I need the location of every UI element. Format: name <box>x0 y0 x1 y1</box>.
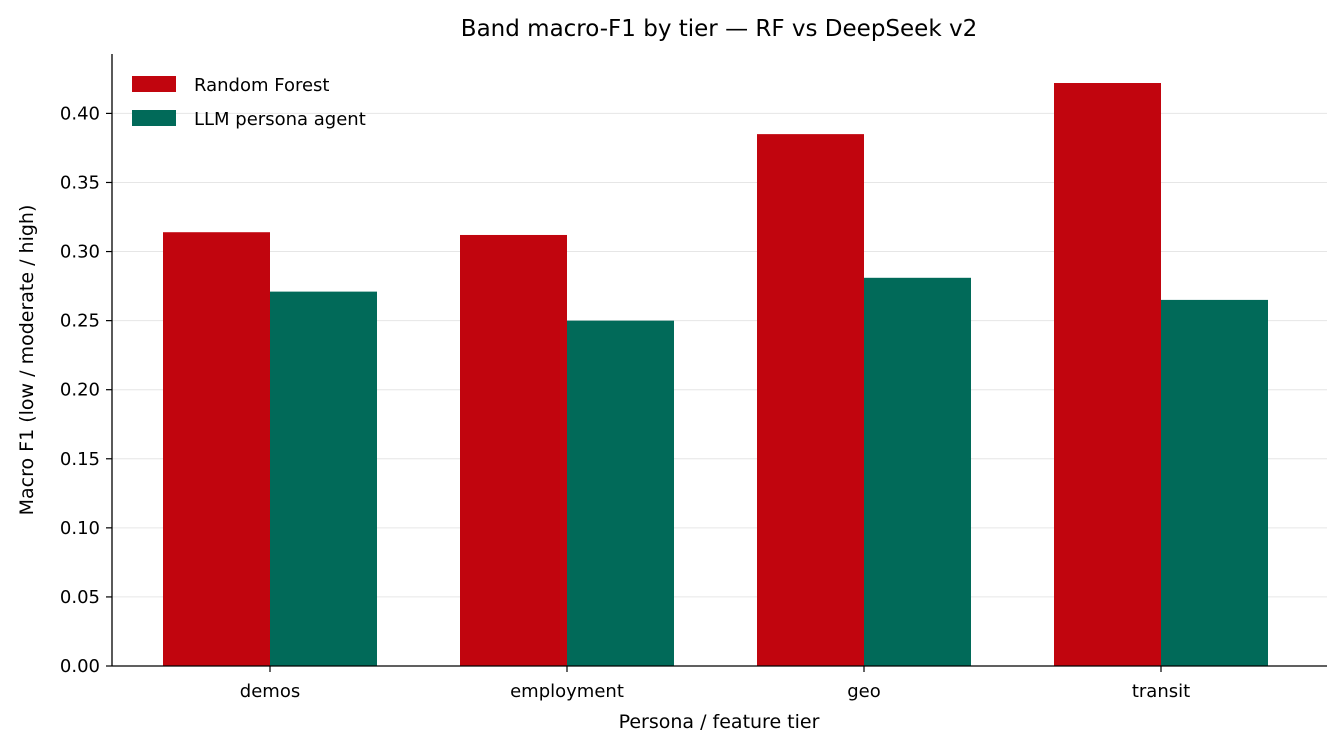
bar-llm-persona-agent-employment <box>567 320 674 666</box>
bar-llm-persona-agent-geo <box>864 277 971 666</box>
y-ticks: 0.00 0.05 0.10 0.15 0.20 0.25 0.30 0.35 0.40 <box>60 103 112 677</box>
y-tick-label: 0.25 <box>60 311 100 332</box>
y-axis-label: Macro F1 (low / moderate / high) <box>16 205 38 516</box>
legend-label: LLM persona agent <box>194 109 366 130</box>
bar-random-forest-geo <box>757 134 864 666</box>
y-tick-label: 0.40 <box>60 103 100 124</box>
legend-swatch <box>132 110 176 126</box>
y-tick-label: 0.15 <box>60 449 100 470</box>
y-tick-label: 0.05 <box>60 587 100 608</box>
y-tick-label: 0.00 <box>60 656 100 677</box>
y-tick-label: 0.20 <box>60 380 100 401</box>
bars <box>163 83 1268 667</box>
x-tick-label: transit <box>1132 681 1190 702</box>
legend-label: Random Forest <box>194 75 329 96</box>
legend: Random Forest LLM persona agent <box>132 75 366 130</box>
x-ticks: demos employment geo transit <box>240 666 1190 702</box>
bar-llm-persona-agent-demos <box>270 291 377 666</box>
x-tick-label: demos <box>240 681 300 702</box>
bar-random-forest-demos <box>163 232 270 666</box>
chart-title: Band macro-F1 by tier — RF vs DeepSeek v… <box>461 16 977 42</box>
y-tick-label: 0.35 <box>60 172 100 193</box>
x-axis-label: Persona / feature tier <box>619 711 820 733</box>
bar-llm-persona-agent-transit <box>1161 299 1268 666</box>
bar-random-forest-transit <box>1054 83 1161 666</box>
legend-swatch <box>132 76 176 92</box>
x-tick-label: employment <box>510 681 624 702</box>
axes <box>111 54 1327 667</box>
y-tick-label: 0.10 <box>60 518 100 539</box>
bar-random-forest-employment <box>460 234 567 667</box>
y-tick-label: 0.30 <box>60 242 100 263</box>
x-tick-label: geo <box>847 681 881 702</box>
